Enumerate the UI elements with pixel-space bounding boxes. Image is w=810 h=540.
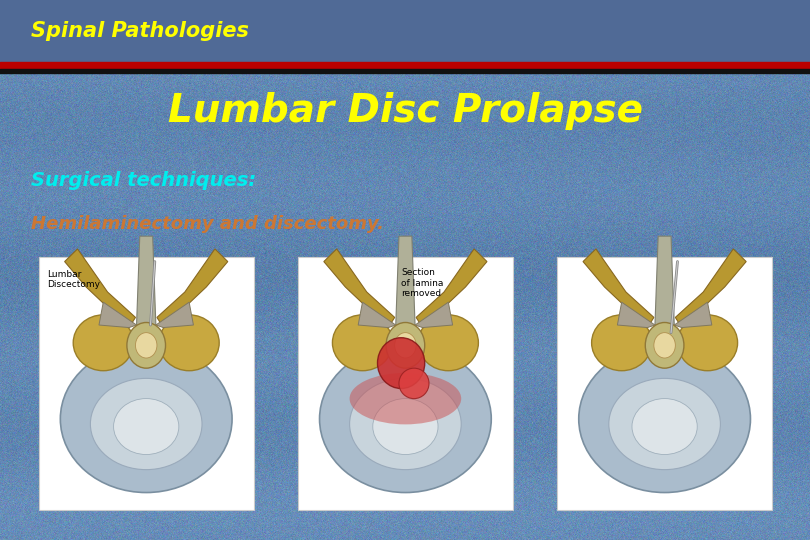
Text: Lumbar Disc Prolapse: Lumbar Disc Prolapse	[168, 92, 642, 130]
Ellipse shape	[159, 315, 220, 371]
Polygon shape	[99, 302, 137, 328]
Ellipse shape	[677, 315, 738, 371]
Polygon shape	[324, 249, 394, 328]
Ellipse shape	[350, 379, 461, 470]
Polygon shape	[65, 249, 135, 328]
Ellipse shape	[418, 315, 479, 371]
Ellipse shape	[373, 399, 438, 455]
Ellipse shape	[646, 322, 684, 368]
Ellipse shape	[632, 399, 697, 455]
Polygon shape	[156, 302, 194, 328]
FancyBboxPatch shape	[39, 256, 254, 510]
Ellipse shape	[113, 399, 179, 455]
Polygon shape	[674, 302, 712, 328]
Polygon shape	[137, 236, 156, 325]
Text: Section
of lamina
removed: Section of lamina removed	[401, 268, 444, 298]
Polygon shape	[655, 236, 674, 325]
Polygon shape	[676, 249, 746, 328]
Ellipse shape	[578, 346, 750, 492]
Text: Lumbar
Discectomy: Lumbar Discectomy	[47, 270, 100, 289]
Polygon shape	[583, 249, 654, 328]
Ellipse shape	[591, 315, 652, 371]
Ellipse shape	[350, 373, 461, 424]
Ellipse shape	[91, 379, 202, 470]
Ellipse shape	[399, 368, 429, 399]
Polygon shape	[358, 302, 396, 328]
Ellipse shape	[332, 315, 393, 371]
Text: Hemilaminectomy and discectomy.: Hemilaminectomy and discectomy.	[31, 215, 384, 233]
Ellipse shape	[386, 322, 424, 368]
Ellipse shape	[73, 315, 134, 371]
Polygon shape	[415, 302, 453, 328]
Text: Spinal Pathologies: Spinal Pathologies	[31, 21, 249, 41]
Polygon shape	[157, 249, 228, 328]
Ellipse shape	[127, 322, 165, 368]
FancyBboxPatch shape	[0, 0, 810, 62]
Ellipse shape	[654, 333, 676, 358]
FancyBboxPatch shape	[557, 256, 772, 510]
Ellipse shape	[60, 346, 232, 492]
Polygon shape	[396, 236, 415, 325]
Ellipse shape	[319, 346, 491, 492]
FancyBboxPatch shape	[298, 256, 513, 510]
Ellipse shape	[135, 333, 157, 358]
Text: Surgical techniques:: Surgical techniques:	[31, 171, 256, 191]
Ellipse shape	[609, 379, 720, 470]
Ellipse shape	[377, 338, 424, 388]
Polygon shape	[617, 302, 655, 328]
Ellipse shape	[394, 333, 416, 358]
Polygon shape	[416, 249, 487, 328]
